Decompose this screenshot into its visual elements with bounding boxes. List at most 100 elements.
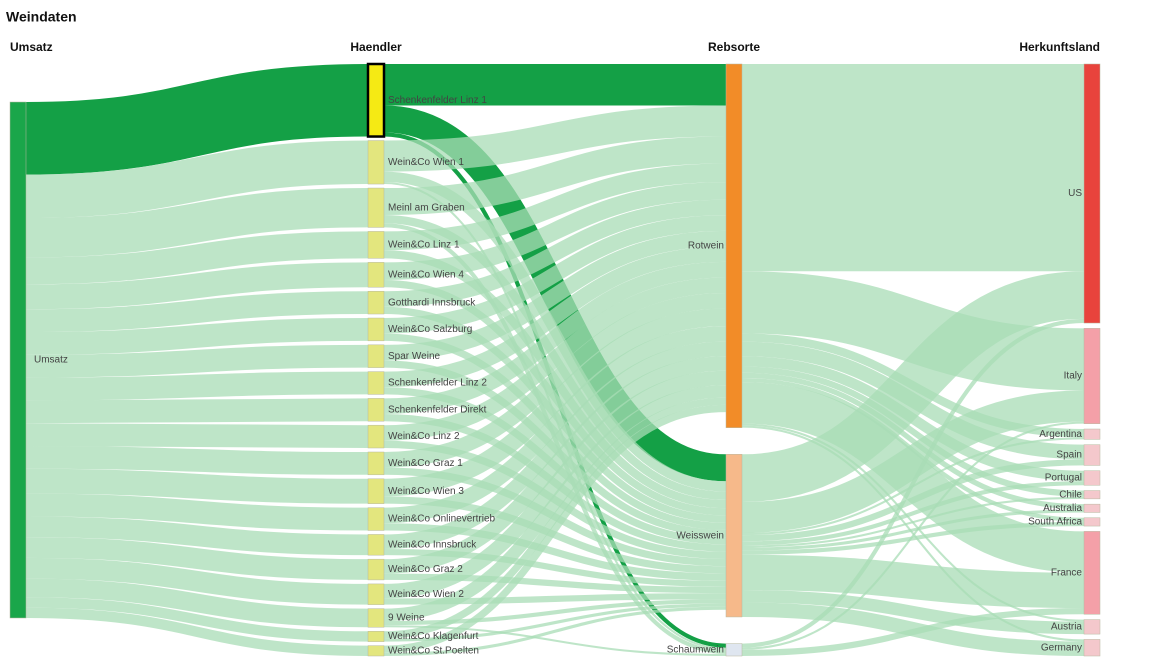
- link: [25, 344, 369, 378]
- link: [25, 188, 369, 258]
- node-label: Wein&Co Graz 2: [388, 564, 463, 575]
- node-label: 9 Weine: [388, 613, 425, 624]
- link: [383, 397, 727, 639]
- node-label: France: [1051, 567, 1083, 578]
- link: [25, 607, 369, 656]
- node-label: Germany: [1041, 642, 1082, 653]
- node: [367, 290, 385, 315]
- node: [367, 534, 385, 556]
- link: [25, 63, 369, 175]
- link: [25, 537, 369, 580]
- node-label: Schaumwein: [667, 644, 724, 655]
- node-label: Wein&Co Wien 1: [388, 157, 464, 168]
- link: [741, 554, 1085, 609]
- link: [25, 262, 369, 310]
- node-label: Meinl am Graben: [388, 202, 465, 213]
- node: [1083, 490, 1101, 500]
- node: [1083, 470, 1101, 486]
- column-header: Umsatz: [10, 40, 53, 54]
- link: [383, 341, 727, 549]
- link: [741, 459, 1085, 542]
- node: [1083, 517, 1101, 527]
- link: [383, 215, 727, 334]
- node: [367, 558, 385, 581]
- link: [741, 590, 1085, 635]
- link: [25, 318, 369, 355]
- node: [367, 631, 385, 642]
- link: [741, 271, 1085, 391]
- link: [25, 446, 369, 475]
- node: [1083, 639, 1101, 657]
- node: [367, 507, 385, 531]
- node-label: Wein&Co Linz 2: [388, 431, 460, 442]
- node-label: Chile: [1059, 489, 1082, 500]
- node-label: Weisswein: [676, 530, 724, 541]
- node-label: Argentina: [1039, 429, 1082, 440]
- link: [25, 516, 369, 556]
- node: [367, 424, 385, 449]
- link: [383, 356, 727, 574]
- node: [1083, 619, 1101, 635]
- link: [383, 230, 727, 361]
- link: [383, 246, 727, 388]
- link: [383, 277, 727, 441]
- link: [25, 468, 369, 504]
- link: [383, 182, 727, 280]
- node: [367, 262, 385, 288]
- node: [1083, 503, 1101, 513]
- link: [741, 421, 1085, 650]
- node: [367, 140, 385, 185]
- node: [367, 583, 385, 605]
- node-label: Australia: [1043, 503, 1082, 514]
- node: [367, 478, 385, 504]
- node: [367, 398, 385, 422]
- link: [25, 597, 369, 642]
- node-label: Schenkenfelder Linz 1: [388, 95, 487, 106]
- node: [725, 643, 743, 657]
- link: [741, 390, 1085, 534]
- link: [25, 578, 369, 628]
- link: [383, 625, 727, 657]
- node: [1083, 531, 1101, 615]
- link: [383, 105, 727, 172]
- node: [367, 187, 385, 228]
- node: [1083, 428, 1101, 440]
- node-label: Wein&Co Linz 1: [388, 240, 460, 251]
- node: [367, 608, 385, 628]
- link: [383, 261, 727, 414]
- node-label: Wein&Co Klagenfurt: [388, 631, 479, 642]
- node-label: Wein&Co St.Poelten: [388, 645, 479, 656]
- link: [25, 423, 369, 448]
- node: [1083, 63, 1101, 324]
- links: [25, 63, 1085, 657]
- link: [25, 231, 369, 285]
- link: [25, 557, 369, 605]
- link: [741, 608, 1085, 657]
- link: [383, 136, 727, 215]
- link: [25, 291, 369, 333]
- node-label: Wein&Co Salzburg: [388, 324, 472, 335]
- node-label: Wein&Co Wien 4: [388, 269, 464, 280]
- link: [741, 481, 1085, 546]
- node: [1083, 444, 1101, 466]
- link: [25, 140, 369, 219]
- node-label: Wein&Co Graz 1: [388, 458, 463, 469]
- link: [383, 292, 727, 468]
- link: [383, 606, 727, 657]
- node-label: Italy: [1064, 371, 1082, 382]
- node: [725, 63, 743, 428]
- node-label: Wein&Co Wien 2: [388, 589, 464, 600]
- link: [383, 385, 727, 622]
- link: [383, 308, 727, 497]
- link: [741, 271, 1085, 502]
- node: [367, 371, 385, 395]
- node: [1083, 328, 1101, 424]
- link: [383, 326, 727, 524]
- column-header: Haendler: [350, 40, 402, 54]
- node-label: Spar Weine: [388, 351, 441, 362]
- node-label: Schenkenfelder Linz 2: [388, 378, 487, 389]
- link: [741, 496, 1085, 548]
- link: [383, 199, 727, 307]
- node-label: South Africa: [1028, 517, 1082, 528]
